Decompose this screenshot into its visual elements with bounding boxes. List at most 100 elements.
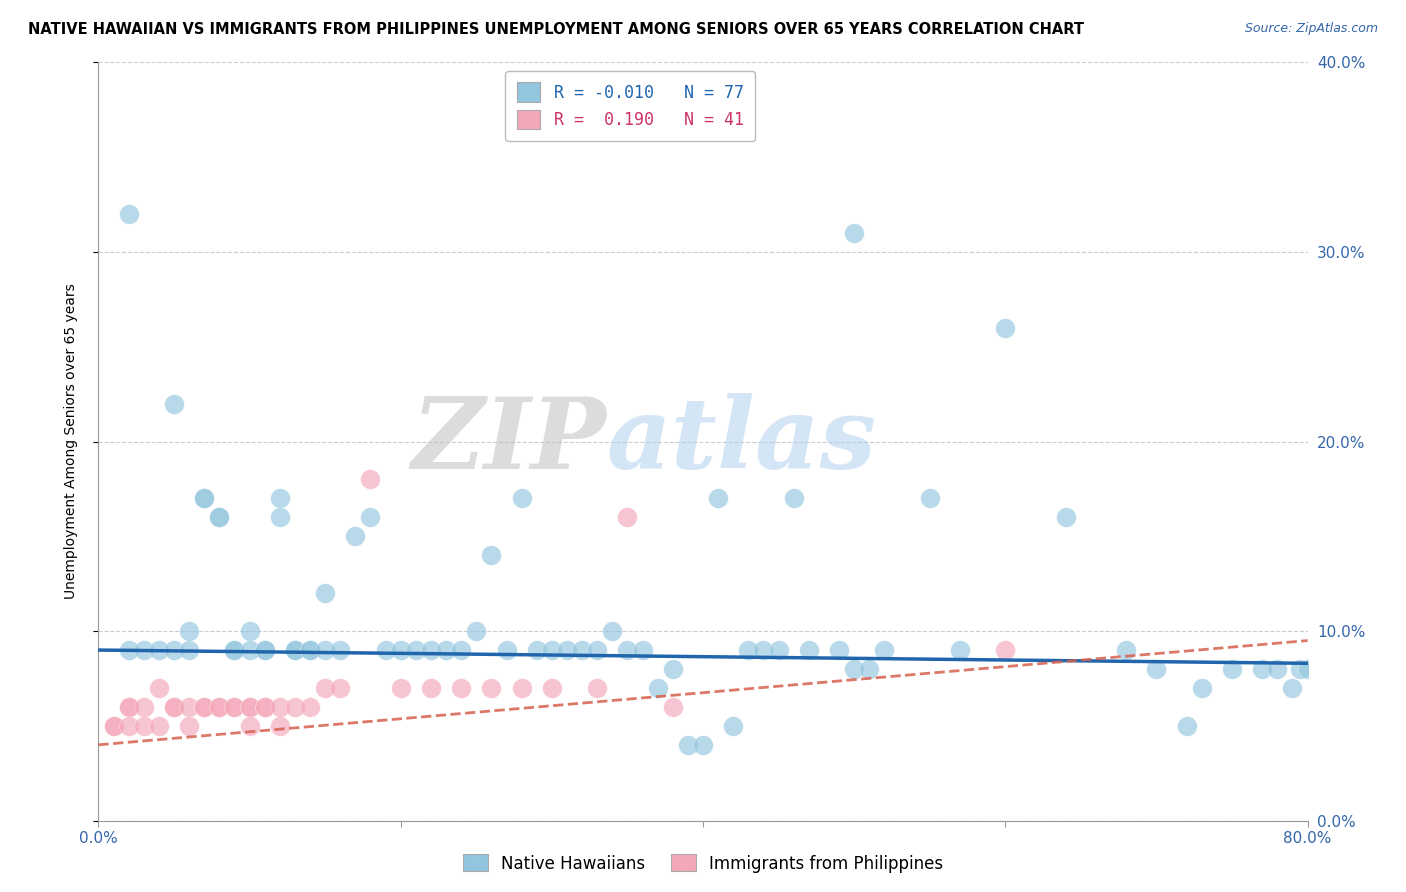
Point [434,643,457,657]
Point [193,491,215,506]
Text: ZIP: ZIP [412,393,606,490]
Point [284,699,307,714]
Point [103,719,125,733]
Point [949,643,972,657]
Point [148,719,170,733]
Point [163,699,186,714]
Text: NATIVE HAWAIIAN VS IMMIGRANTS FROM PHILIPPINES UNEMPLOYMENT AMONG SENIORS OVER 6: NATIVE HAWAIIAN VS IMMIGRANTS FROM PHILI… [28,22,1084,37]
Point [571,643,593,657]
Point [329,643,352,657]
Point [540,681,562,695]
Point [1251,662,1274,676]
Point [208,510,231,524]
Point [118,643,141,657]
Point [844,662,866,676]
Legend: R = -0.010   N = 77, R =  0.190   N = 41: R = -0.010 N = 77, R = 0.190 N = 41 [505,70,755,141]
Point [450,681,472,695]
Point [132,719,155,733]
Point [723,719,745,733]
Point [224,699,246,714]
Point [405,643,427,657]
Point [269,699,291,714]
Point [510,491,533,506]
Point [495,643,517,657]
Point [828,643,851,657]
Point [1175,719,1198,733]
Point [314,681,336,695]
Point [616,643,638,657]
Point [481,681,503,695]
Point [994,643,1017,657]
Point [118,719,141,733]
Point [1281,681,1303,695]
Point [118,207,141,221]
Point [132,699,155,714]
Point [481,548,503,563]
Point [1289,662,1312,676]
Point [193,699,215,714]
Point [208,510,231,524]
Point [783,491,806,506]
Point [631,643,654,657]
Point [163,396,186,410]
Point [224,643,246,657]
Point [269,719,291,733]
Text: atlas: atlas [606,393,876,490]
Point [179,699,201,714]
Point [239,699,262,714]
Point [586,681,609,695]
Legend: Native Hawaiians, Immigrants from Philippines: Native Hawaiians, Immigrants from Philip… [457,847,949,880]
Point [844,226,866,240]
Point [858,662,880,676]
Point [540,643,562,657]
Point [148,681,170,695]
Point [918,491,941,506]
Y-axis label: Unemployment Among Seniors over 65 years: Unemployment Among Seniors over 65 years [63,284,77,599]
Point [797,643,820,657]
Point [1220,662,1243,676]
Text: Source: ZipAtlas.com: Source: ZipAtlas.com [1244,22,1378,36]
Point [163,643,186,657]
Point [768,643,790,657]
Point [299,699,322,714]
Point [1144,662,1167,676]
Point [148,643,170,657]
Point [737,643,759,657]
Point [510,681,533,695]
Point [284,643,307,657]
Point [253,699,276,714]
Point [179,719,201,733]
Point [284,643,307,657]
Point [239,719,262,733]
Point [1115,643,1137,657]
Point [299,643,322,657]
Point [389,643,412,657]
Point [299,643,322,657]
Point [239,624,262,639]
Point [1191,681,1213,695]
Point [661,699,683,714]
Point [224,699,246,714]
Point [344,529,367,543]
Point [1296,662,1319,676]
Point [208,699,231,714]
Point [420,681,443,695]
Point [253,643,276,657]
Point [118,699,141,714]
Point [586,643,609,657]
Point [239,699,262,714]
Point [360,510,382,524]
Point [253,699,276,714]
Point [752,643,775,657]
Point [163,699,186,714]
Point [224,643,246,657]
Point [269,510,291,524]
Point [616,510,638,524]
Point [994,320,1017,334]
Point [526,643,548,657]
Point [1054,510,1077,524]
Point [420,643,443,657]
Point [873,643,896,657]
Point [253,643,276,657]
Point [661,662,683,676]
